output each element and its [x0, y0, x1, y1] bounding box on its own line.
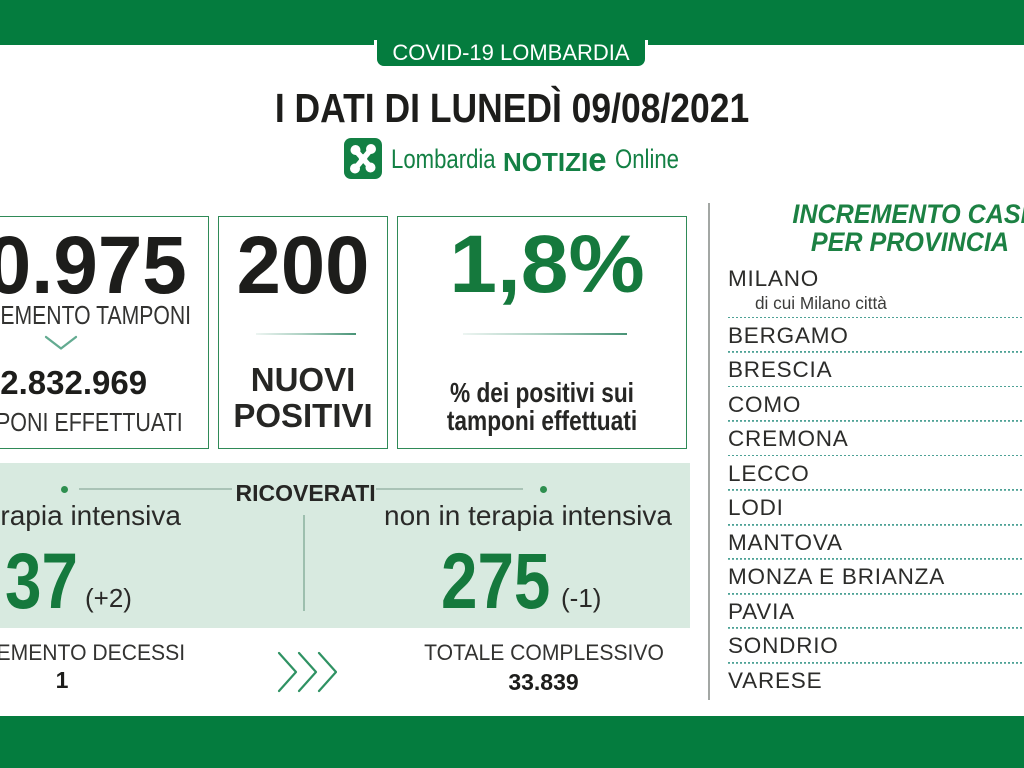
tamponi-box: 10.975 INCREMENTO TAMPONI 12.832.969 TAM… — [0, 216, 209, 449]
tamponi-increment-label: INCREMENTO TAMPONI — [0, 300, 191, 330]
ricoverati-left-dot — [61, 485, 68, 493]
badge-label: COVID-19 LOMBARDIA — [392, 40, 630, 65]
province-row-como: COMO — [728, 387, 1024, 422]
tamponi-total-label: TAMPONI EFFETTUATI — [0, 407, 183, 437]
province-title-line1: INCREMENTO CASI — [792, 199, 1024, 229]
non-intensive-value: 275 — [441, 536, 551, 625]
decessi-value: 1 — [55, 666, 69, 693]
province-row-lodi: LODI — [728, 491, 1024, 526]
decessi-label: INCREMENTO DECESSI — [0, 640, 186, 665]
ricoverati-divider — [303, 515, 305, 611]
province-row-brescia: BRESCIA — [728, 352, 1024, 388]
ricoverati-header: RICOVERATI — [235, 479, 376, 506]
intensive-delta: (+2) — [85, 583, 132, 614]
province-row-varese: VARESE — [728, 667, 823, 693]
totale-value: 33.839 — [508, 668, 579, 695]
tamponi-total-value: 12.832.969 — [0, 364, 148, 401]
province-row-monza: MONZA E BRIANZA — [728, 560, 1024, 595]
page-title: I DATI DI LUNEDÌ 09/08/2021 — [274, 84, 750, 131]
top-bar — [0, 0, 1024, 45]
column-divider — [708, 203, 710, 700]
milano-city-sublabel: di cui Milano città — [755, 292, 887, 313]
positivity-label-2: tamponi effettuati — [446, 405, 638, 436]
bottom-bar — [0, 716, 1024, 768]
ricoverati-right-dot — [539, 485, 547, 493]
intensive-value: 37 — [5, 536, 78, 625]
province-row-sondrio: SONDRIO — [728, 629, 1024, 664]
positivity-box: 1,8% % dei positivi sui tamponi effettua… — [397, 216, 687, 449]
rosa-camuna-icon — [344, 138, 382, 179]
non-intensive-label: non in terapia intensiva — [384, 500, 672, 531]
intensive-label: terapia intensiva — [0, 500, 181, 531]
province-title-line2: PER PROVINCIA — [810, 226, 1010, 257]
province-row-bergamo: BERGAMO — [728, 318, 1024, 353]
chevron-down-icon — [44, 335, 78, 351]
province-row-lecco: LECCO — [728, 456, 1024, 492]
triple-chevron-right-icon — [277, 651, 338, 693]
province-row-pavia: PAVIA — [728, 594, 1024, 630]
totale-label: TOTALE COMPLESSIVO — [423, 640, 664, 665]
nuovi-positivi-label-1: NUOVI — [250, 361, 356, 398]
logo-region-wordmark: Lombardia — [391, 144, 496, 174]
box3-divider-line — [463, 333, 627, 335]
ricoverati-left-line — [79, 488, 232, 490]
covid-lombardia-badge: COVID-19 LOMBARDIA — [374, 40, 648, 69]
province-row-mantova: MANTOVA — [728, 525, 1024, 561]
box2-divider-line — [256, 333, 356, 335]
ricoverati-right-line — [376, 488, 523, 490]
province-row-milano: MILANO di cui Milano città — [728, 262, 1024, 319]
ricoverati-band: RICOVERATI terapia intensiva 37 (+2) non… — [0, 463, 690, 628]
logo-online-wordmark: Online — [615, 144, 679, 174]
province-list: MILANO di cui Milano città BERGAMO BRESC… — [728, 262, 1024, 698]
tamponi-increment-value: 10.975 — [0, 220, 187, 311]
positivity-label-1: % dei positivi sui — [449, 377, 634, 408]
nuovi-positivi-label-2: POSITIVI — [233, 397, 373, 434]
non-intensive-delta: (-1) — [561, 583, 602, 614]
nuovi-positivi-value: 200 — [236, 220, 370, 311]
positivity-value: 1,8% — [448, 219, 645, 310]
logo-notizie-wordmark: NOTIZIe — [503, 141, 607, 178]
province-row-cremona: CREMONA — [728, 421, 1024, 457]
nuovi-positivi-box: 200 NUOVI POSITIVI — [218, 216, 388, 449]
